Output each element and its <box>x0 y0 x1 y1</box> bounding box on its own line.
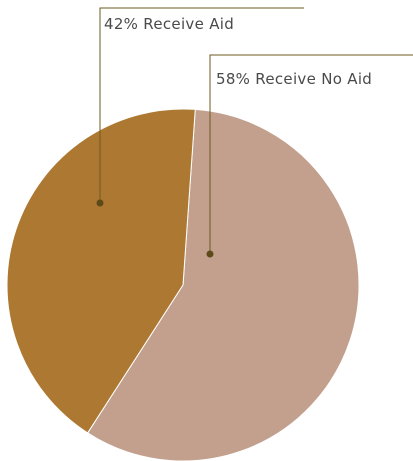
pie-slice-receive-aid <box>6 108 196 434</box>
callout-receive-no-aid: 58% Receive No Aid <box>206 54 413 258</box>
leader-line-receive-no-aid <box>209 54 413 254</box>
slice-label-receive-aid: 42% Receive Aid <box>104 15 234 33</box>
pie-slices <box>6 108 360 461</box>
callout-receive-aid: 42% Receive Aid <box>96 7 304 207</box>
leader-dot-receive-aid <box>96 199 104 207</box>
leader-line-receive-aid <box>99 7 304 203</box>
slice-label-receive-no-aid: 58% Receive No Aid <box>216 70 372 88</box>
leader-dot-receive-no-aid <box>206 250 214 258</box>
